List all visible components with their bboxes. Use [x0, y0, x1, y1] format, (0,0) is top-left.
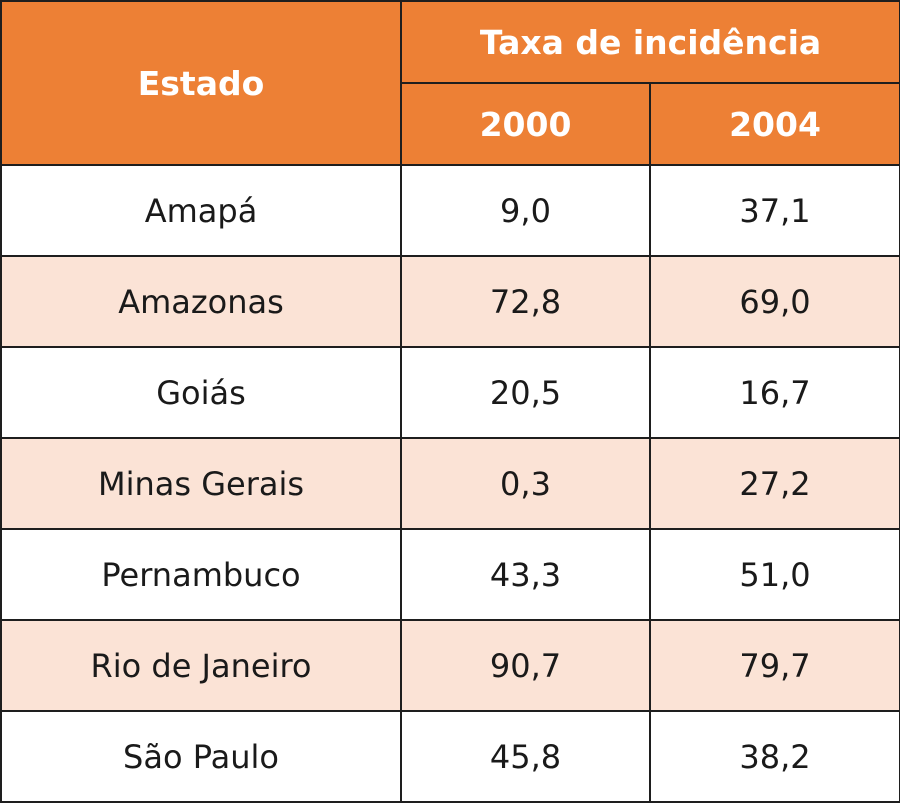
cell-state: Amapá — [0, 164, 402, 257]
cell-2000: 20,5 — [400, 346, 651, 439]
table-row: Pernambuco 43,3 51,0 — [0, 528, 900, 621]
table-row: Minas Gerais 0,3 27,2 — [0, 437, 900, 530]
cell-state: Rio de Janeiro — [0, 619, 402, 712]
cell-state: Amazonas — [0, 255, 402, 348]
cell-2004: 16,7 — [648, 346, 900, 439]
cell-state: Minas Gerais — [0, 437, 402, 530]
table-row: Rio de Janeiro 90,7 79,7 — [0, 619, 900, 712]
cell-2000: 0,3 — [400, 437, 651, 530]
cell-2004: 37,1 — [648, 164, 900, 257]
header-row-group: Estado Taxa de incidência — [0, 0, 900, 166]
header-row-years: 2000 2004 — [1, 82, 900, 166]
cell-2000: 43,3 — [400, 528, 651, 621]
cell-state: São Paulo — [0, 710, 402, 803]
cell-2004: 38,2 — [648, 710, 900, 803]
cell-2004: 69,0 — [648, 255, 900, 348]
cell-2004: 79,7 — [648, 619, 900, 712]
cell-2000: 45,8 — [400, 710, 651, 803]
cell-2004: 27,2 — [648, 437, 900, 530]
table-row: Amapá 9,0 37,1 — [0, 164, 900, 257]
cell-2004: 51,0 — [648, 528, 900, 621]
header-year-2004: 2004 — [648, 82, 900, 166]
table-row: Goiás 20,5 16,7 — [0, 346, 900, 439]
cell-2000: 9,0 — [400, 164, 651, 257]
cell-2000: 72,8 — [400, 255, 651, 348]
table-row: Amazonas 72,8 69,0 — [0, 255, 900, 348]
cell-state: Pernambuco — [0, 528, 402, 621]
header-year-2000: 2000 — [400, 82, 651, 166]
cell-state: Goiás — [0, 346, 402, 439]
table-row: São Paulo 45,8 38,2 — [0, 710, 900, 803]
header-incidence-rate: Taxa de incidência — [399, 0, 900, 84]
cell-2000: 90,7 — [400, 619, 651, 712]
header-state: Estado — [0, 0, 402, 166]
